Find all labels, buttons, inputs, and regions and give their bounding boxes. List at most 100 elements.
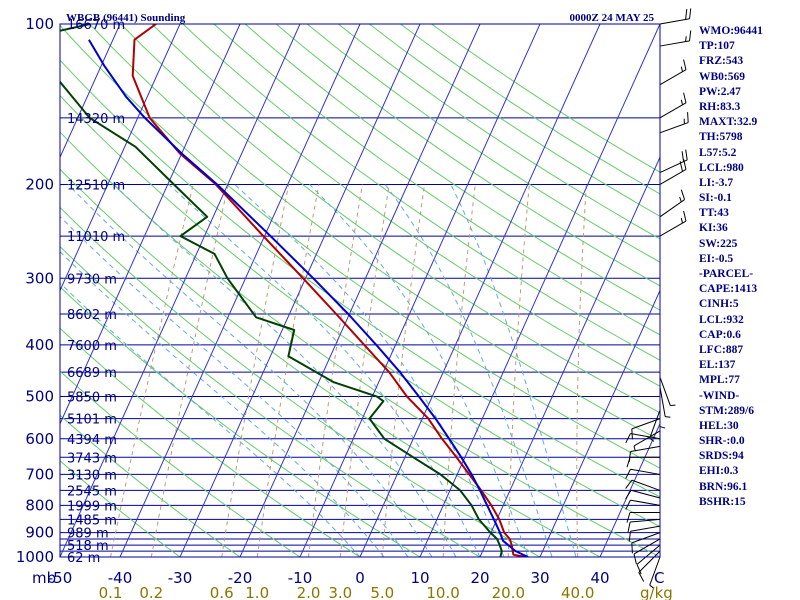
height-label: 989 m (67, 527, 109, 542)
moist-adiabat-12 (67, 184, 433, 557)
wind-barb (659, 30, 692, 47)
wind-barb (659, 59, 687, 86)
pressure-label: 200 (25, 175, 54, 193)
isotherm-20 (479, 156, 660, 557)
dry-adiabat-110 (151, 24, 660, 387)
index-entry: CAP:0.6 (699, 328, 741, 341)
height-label: 518 m (67, 539, 109, 554)
temperature-tick-label: 20 (470, 569, 489, 587)
wind-barb (659, 112, 689, 134)
mixing-ratio-label: 0.2 (139, 584, 163, 600)
temperature-tick-label: -30 (168, 569, 193, 587)
wind-barb (631, 418, 661, 440)
dry-adiabat--10 (60, 370, 301, 557)
mixing-ratio-line-0.6 (221, 184, 290, 557)
pressure-label: 400 (25, 336, 54, 354)
sounding-time: 0000Z 24 MAY 25 (570, 12, 655, 24)
mixing-ratio-line-10.0 (442, 184, 476, 557)
height-label: 2545 m (67, 484, 117, 499)
mixing-ratio-label: 2.0 (297, 584, 321, 600)
index-entry: KI:36 (699, 222, 728, 235)
dry-adiabat-80 (60, 24, 660, 469)
dry-adiabat--20 (60, 414, 241, 557)
index-entry: TP:107 (699, 40, 735, 53)
index-entry: HEL:30 (699, 419, 739, 432)
mixing-ratio-label: 0.1 (99, 584, 123, 600)
mixing-ratio-label: 1.0 (245, 584, 269, 600)
height-label: 7600 m (67, 339, 117, 354)
moist-adiabat-0 (60, 282, 361, 557)
mixing-unit-label: g/kg (640, 584, 673, 600)
index-entry: CAPE:1413 (699, 283, 758, 296)
axis-labels: 0.1 0.2 0.6 1.0 2.0 3.0 5.0 10.0 20.0 40.01002003… (16, 15, 610, 600)
dry-adiabat-120 (182, 24, 660, 361)
index-entry: SW:225 (699, 237, 738, 250)
isotherm--50 (60, 24, 301, 557)
moist-adiabat-4 (60, 251, 385, 557)
moist-adiabat-36 (450, 184, 577, 557)
stability-indices-panel: WMO:96441 TP:107 FRZ:543 WB0:569 PW:2.47 RH:8… (699, 24, 763, 510)
temperature-tick-label: -40 (108, 569, 133, 587)
pressure-unit-label: mb (32, 569, 56, 587)
dry-adiabats (60, 24, 660, 557)
wind-barb (631, 532, 661, 554)
index-entry: EI:-0.5 (699, 252, 734, 265)
index-entry: -PARCEL- (699, 268, 754, 280)
pressure-label: 300 (25, 269, 54, 287)
wind-barb (625, 489, 661, 500)
mixing-ratio-label: 0.6 (210, 584, 234, 600)
wind-barb (659, 189, 686, 218)
index-entry: SHR-:0.0 (699, 435, 745, 448)
pressure-label: 500 (25, 388, 54, 406)
dry-adiabat-20 (60, 245, 481, 557)
height-label: 1485 m (67, 513, 117, 528)
height-label: 5101 m (67, 413, 117, 428)
dry-adiabat-160 (306, 24, 660, 263)
moist-adiabat-28 (309, 184, 529, 557)
isotherm-40 (599, 422, 660, 557)
wind-barb (636, 544, 661, 575)
height-label: 12510 m (67, 178, 125, 193)
isotherm--40 (119, 24, 361, 557)
sounding-series (60, 24, 529, 557)
mixing-ratio-line-1.0 (256, 184, 320, 557)
dry-adiabat-130 (213, 24, 660, 336)
height-label: 6689 m (67, 366, 117, 381)
wind-barb (659, 210, 687, 237)
isotherm--10 (299, 24, 541, 557)
temperature-tick-label: -50 (48, 569, 73, 587)
index-entry: MAXT:32.9 (699, 116, 758, 129)
index-entry: SI:-0.1 (699, 192, 732, 205)
mixing-ratio-line-40.0 (576, 184, 587, 557)
temperature-tick-label: -10 (288, 569, 313, 587)
isotherm-0 (359, 24, 601, 557)
dry-adiabat-140 (244, 24, 660, 311)
moist-adiabat-32 (384, 184, 553, 557)
wind-barb (659, 8, 692, 25)
pressure-label: 600 (25, 430, 54, 448)
height-label: 4394 m (67, 433, 117, 448)
index-entry: TT:43 (699, 207, 729, 220)
isotherm--20 (239, 24, 481, 557)
mixing-ratio-label: 40.0 (561, 584, 594, 600)
mixing-ratio-label: 10.0 (426, 584, 459, 600)
isotherm--30 (179, 24, 421, 557)
wind-barb (633, 538, 661, 565)
plot-frame (59, 23, 661, 558)
wind-barb (625, 468, 661, 479)
mixing-ratio-label: 3.0 (328, 584, 352, 600)
wind-barb (625, 479, 661, 491)
wind-barb (625, 499, 661, 510)
pressure-label: 100 (25, 15, 54, 33)
height-label: 3743 m (67, 451, 117, 466)
dry-adiabat-10 (60, 286, 421, 557)
dry-adiabat-170 (337, 24, 660, 240)
index-entry: PW:2.47 (699, 85, 741, 98)
dry-adiabat-90 (89, 24, 660, 441)
wind-barb (628, 525, 661, 542)
pressure-label: 900 (25, 524, 54, 542)
mixing-ratio-line-20.0 (507, 184, 530, 557)
temperature-unit-label: C (654, 569, 664, 587)
dry-adiabat-30 (60, 206, 541, 557)
